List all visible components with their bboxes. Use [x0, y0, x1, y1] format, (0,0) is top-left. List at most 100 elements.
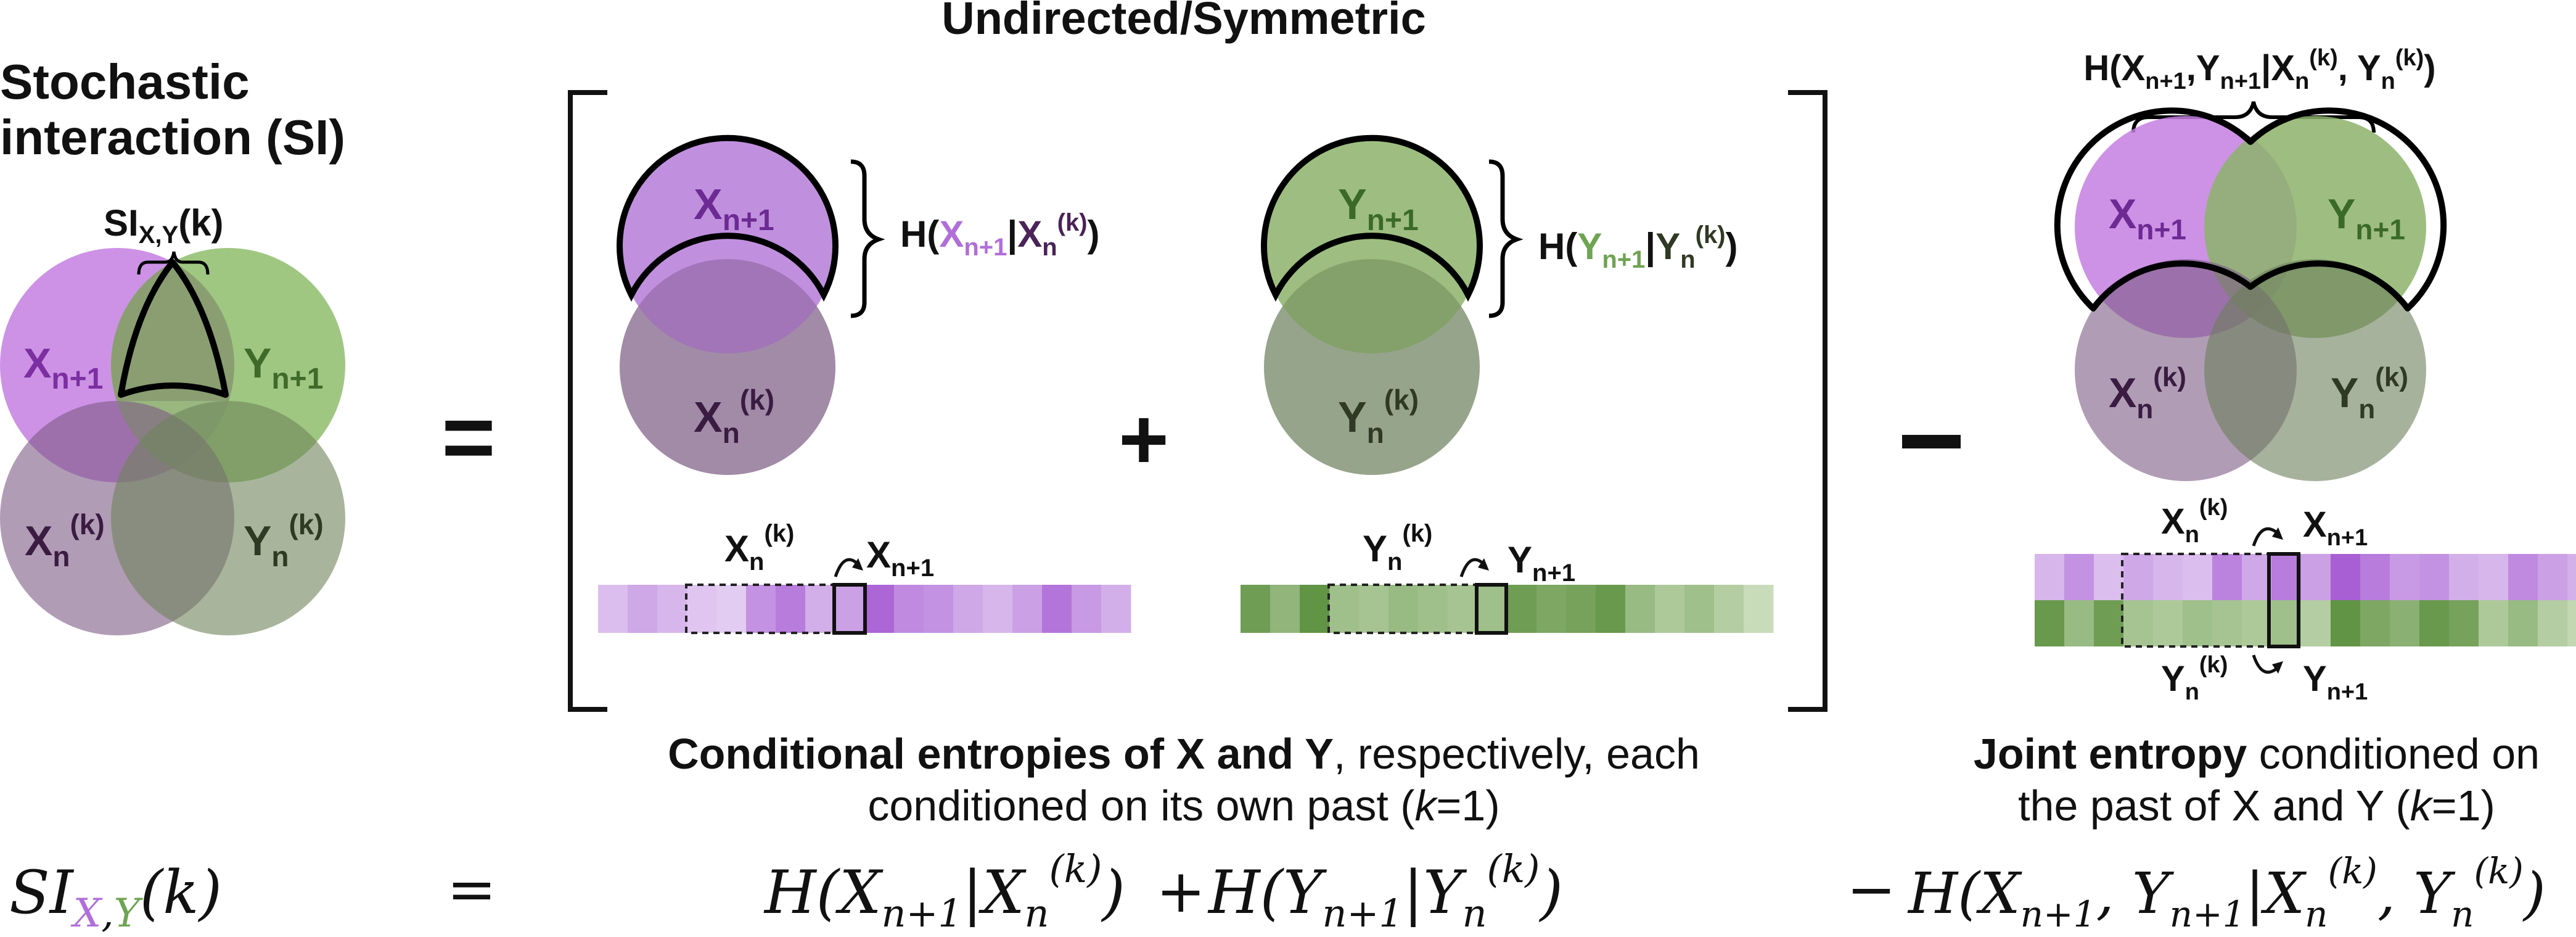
si-outline	[118, 259, 229, 398]
conditional-caption-line2-b: =1)	[1436, 782, 1500, 830]
joint-y-series-cell	[2035, 600, 2065, 646]
y-series-cell	[1684, 585, 1715, 633]
x-next-outline	[617, 134, 839, 302]
joint-x-series-cell	[2153, 554, 2183, 600]
y-series-cell	[1507, 585, 1537, 633]
joint-y-series-cell	[2538, 600, 2568, 646]
joint-y-series-cell	[2567, 600, 2576, 646]
joint-x-series-cell	[2567, 554, 2576, 600]
joint-next-cell-box	[2267, 552, 2300, 648]
y-conditional-panel: Yn+1 Yn(k) H(Yn+1|Yn(k)) Yn(k) Yn+1	[1241, 134, 1774, 635]
minus-sign	[1902, 435, 1961, 448]
x-series-next-label: Xn+1	[866, 534, 934, 582]
y-series-cell	[1270, 585, 1300, 633]
joint-x-series-cell	[2035, 554, 2065, 600]
joint-y-series-cell	[2271, 600, 2302, 646]
equation-equals: =	[447, 855, 496, 924]
joint-caption-line1: Joint entropy conditioned on	[1942, 728, 2571, 780]
x-series-cell	[716, 585, 747, 633]
x-series-cell	[953, 585, 983, 633]
x-series-past-label: Xn(k)	[724, 520, 794, 576]
equation-term1: H(Xn+1|Xn(k))	[763, 846, 1125, 936]
y-arrow-head	[1478, 558, 1489, 571]
y-brace	[1488, 159, 1524, 318]
joint-caption-rest: conditioned on	[2247, 730, 2540, 778]
joint-series-x-past-label: Xn(k)	[2161, 495, 2228, 548]
si-label-x-past: Xn(k)	[25, 508, 105, 572]
y-series-cell	[1241, 585, 1271, 633]
joint-entropy-panel: H(Xn+1,Yn+1|Xn(k), Yn(k)) Xn+1 Yn+1 Xn(k…	[2035, 45, 2576, 705]
y-entropy-label: H(Yn+1|Yn(k))	[1538, 221, 1738, 273]
y-series-cell	[1596, 585, 1626, 633]
joint-circle-y-past	[2204, 259, 2426, 481]
conditional-caption: Conditional entropies of X and Y, respec…	[623, 728, 1745, 832]
x-series-cell	[1012, 585, 1043, 633]
x-series-cell	[894, 585, 924, 633]
joint-x-series-cell	[2183, 554, 2213, 600]
joint-caption-line2: the past of X and Y (k=1)	[1942, 780, 2571, 832]
y-series-cell	[1388, 585, 1419, 633]
joint-y-series-cell	[2242, 600, 2272, 646]
equation-plus: +	[1156, 857, 1205, 926]
main-title: Undirected/Symmetric	[941, 0, 1426, 44]
y-next-outline	[1261, 134, 1483, 302]
y-next-cell-box	[1475, 583, 1508, 635]
joint-y-series-cell	[2479, 600, 2509, 646]
joint-y-series-cell	[2212, 600, 2242, 646]
joint-caption: Joint entropy conditioned on the past of…	[1942, 728, 2571, 832]
y-series-cell	[1566, 585, 1596, 633]
conditional-caption-bold: Conditional entropies of X and Y	[668, 730, 1334, 778]
equation-minus: −	[1847, 855, 1896, 924]
x-series-cell	[805, 585, 835, 633]
bracket-right	[1788, 90, 1827, 712]
x-time-series	[598, 585, 1131, 633]
joint-y-series-cell	[2064, 600, 2094, 646]
x-past-label: Xn(k)	[694, 384, 774, 449]
joint-y-series-cell	[2153, 600, 2183, 646]
joint-outline	[2054, 107, 2447, 312]
y-series-next-label: Yn+1	[1507, 539, 1575, 587]
y-series-cell	[1418, 585, 1448, 633]
y-series-cell	[1359, 585, 1389, 633]
joint-y-series-cell	[2390, 600, 2420, 646]
conditional-caption-k: k	[1414, 782, 1437, 830]
joint-x-series-cell	[2538, 554, 2568, 600]
joint-y-series-cell	[2183, 600, 2213, 646]
si-title-line1: Stochastic	[0, 54, 250, 109]
joint-y-series-cell	[2094, 600, 2124, 646]
equals-sign: =	[441, 385, 496, 489]
joint-x-series-cell	[2419, 554, 2450, 600]
bracket-left	[568, 90, 607, 712]
joint-caption-line2-b: =1)	[2431, 782, 2495, 830]
si-label-y-next: Yn+1	[244, 340, 323, 395]
joint-x-series-cell	[2271, 554, 2302, 600]
x-series-cell	[924, 585, 954, 633]
joint-x-series-cell	[2360, 554, 2390, 600]
x-series-cell	[1072, 585, 1102, 633]
joint-x-series-cell	[2094, 554, 2124, 600]
x-overlap-shade	[620, 259, 835, 475]
y-series-cell	[1477, 585, 1507, 633]
x-series-cell	[835, 585, 865, 633]
conditional-caption-line2-a: conditioned on its own past (	[868, 782, 1415, 830]
joint-y-series-cell	[2419, 600, 2450, 646]
joint-y-series-cell	[2123, 600, 2154, 646]
y-series-cell	[1536, 585, 1567, 633]
joint-x-arrow-head	[2272, 527, 2283, 540]
conditional-caption-line1: Conditional entropies of X and Y, respec…	[623, 728, 1745, 780]
y-series-cell	[1655, 585, 1685, 633]
si-brace	[137, 251, 210, 275]
joint-y-series-cell	[2449, 600, 2479, 646]
joint-y-series-cell	[2301, 600, 2331, 646]
si-brace-label: SIX,Y(k)	[104, 202, 224, 249]
x-next-cell-box	[832, 583, 867, 635]
equation-lhs: SIX,Y(k)	[9, 858, 222, 936]
si-circle-y-past	[111, 401, 345, 635]
joint-x-time-series	[2035, 554, 2576, 600]
joint-label-y-next: Yn+1	[2328, 191, 2405, 246]
joint-label-y-past: Yn(k)	[2331, 362, 2408, 424]
joint-x-series-cell	[2479, 554, 2509, 600]
y-series-cell	[1625, 585, 1655, 633]
joint-x-series-cell	[2390, 554, 2420, 600]
joint-series-y-past-label: Yn(k)	[2161, 652, 2228, 705]
